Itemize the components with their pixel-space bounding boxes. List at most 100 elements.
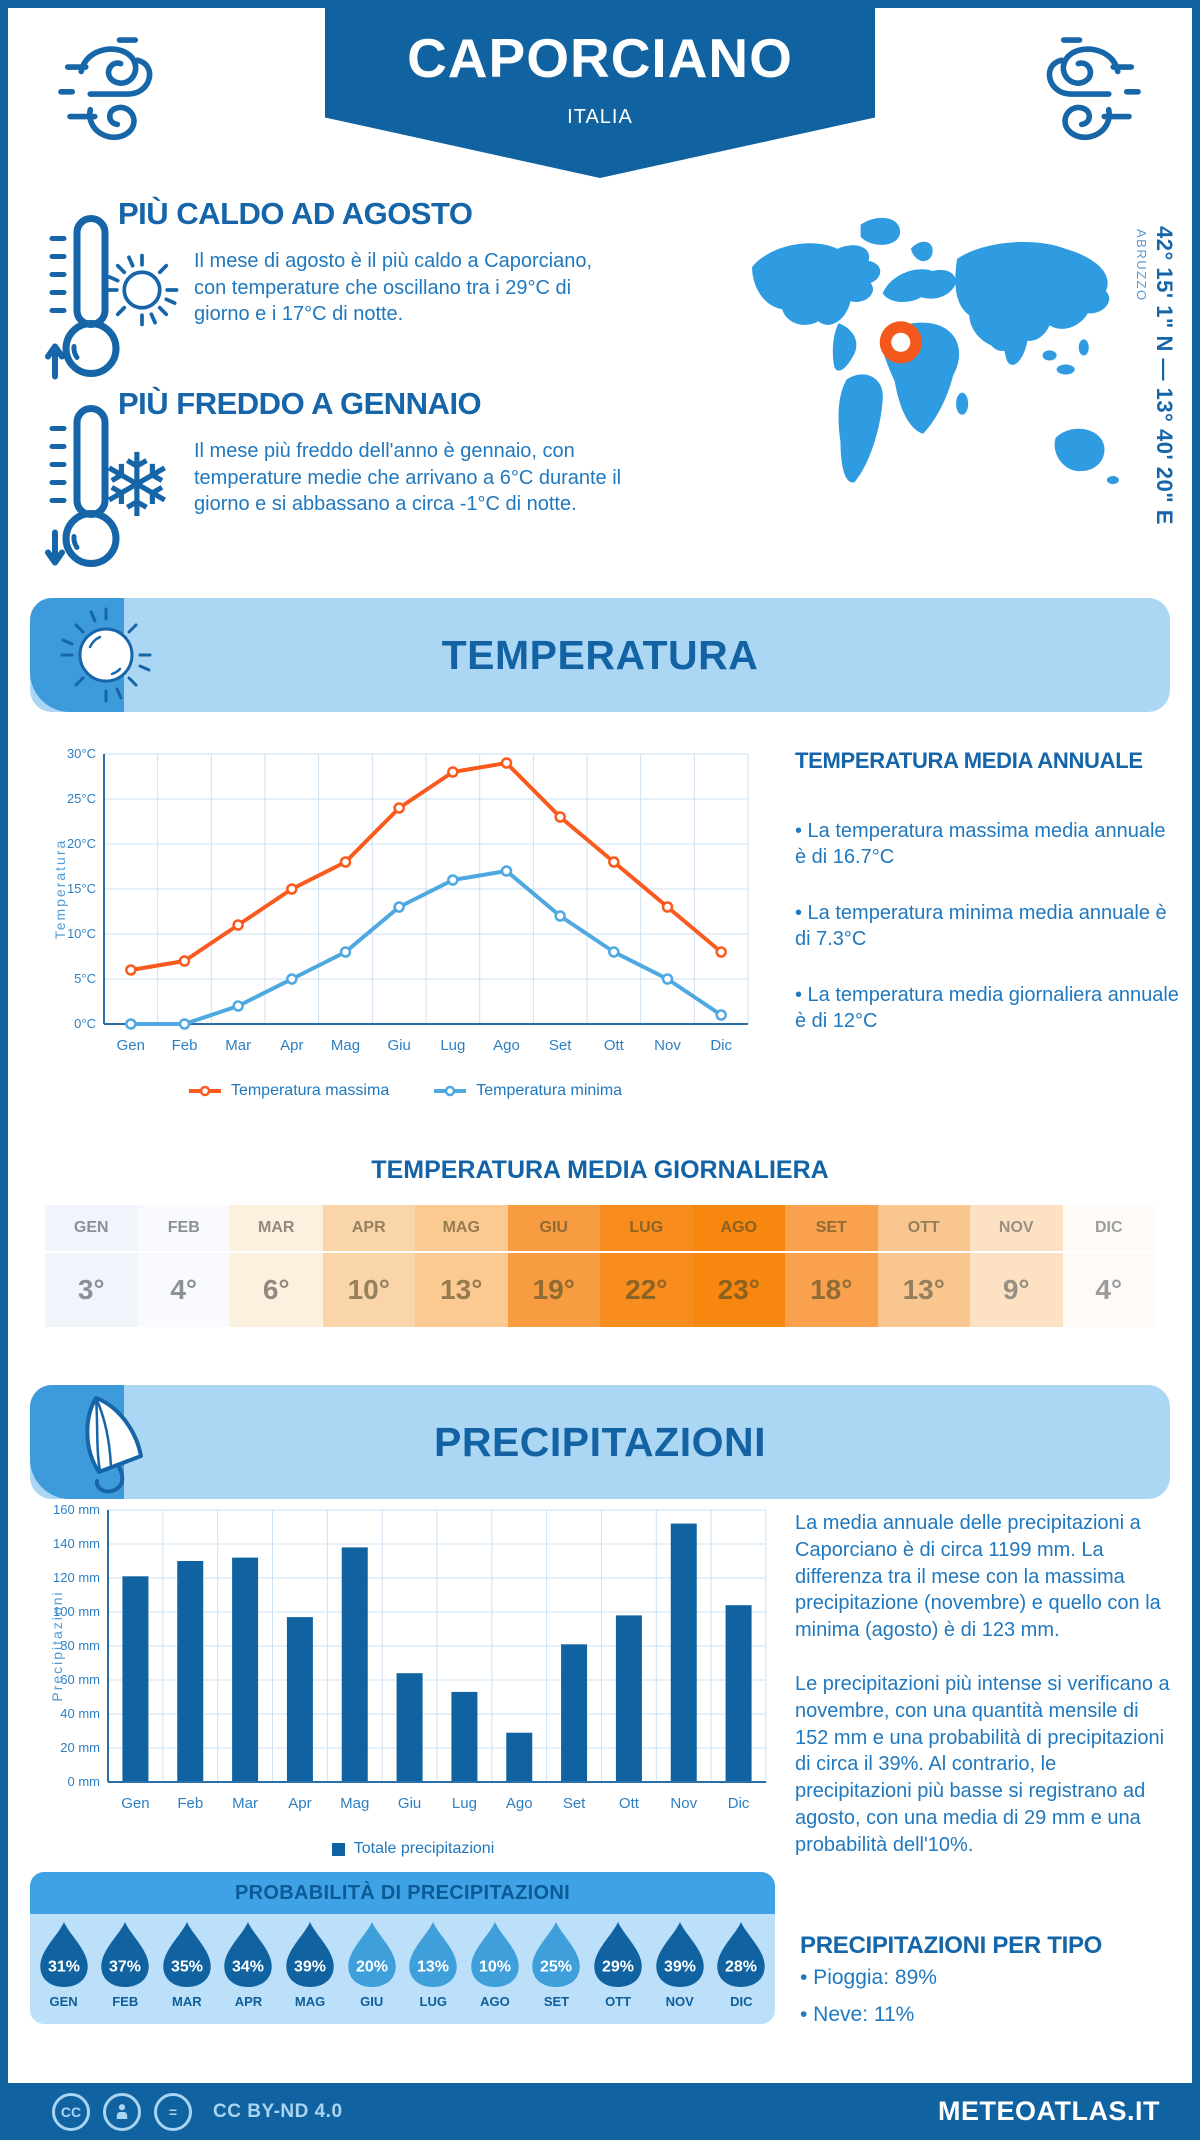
x-tick-label: Apr: [280, 1037, 303, 1054]
y-tick-label: 0 mm: [68, 1774, 101, 1789]
x-tick-label: Feb: [172, 1037, 198, 1054]
probability-month: LUG: [419, 1994, 447, 2009]
x-tick-label: Ott: [619, 1795, 640, 1812]
temp-table-month: OTT: [907, 1219, 940, 1236]
precipitation-text: La media annuale delle precipitazioni a …: [795, 1510, 1177, 1886]
raindrop-icon: 29%: [594, 1922, 642, 1987]
site-label: METEOATLAS.IT: [938, 2096, 1160, 2126]
temp-table-month: SET: [815, 1219, 847, 1236]
data-point: [447, 766, 459, 778]
probability-month: DIC: [730, 1994, 753, 2009]
probability-header: PROBABILITÀ DI PRECIPITAZIONI: [30, 1872, 775, 1914]
y-tick-label: 25°C: [67, 791, 96, 806]
sun-banner-icon: [60, 607, 152, 703]
daily-temp-table-title: TEMPERATURA MEDIA GIORNALIERA: [371, 1156, 829, 1184]
precip-bar: [286, 1617, 313, 1782]
hot-month-title: PIÙ CALDO AD AGOSTO: [118, 196, 473, 231]
probability-value: 39%: [294, 1959, 326, 1976]
precip-bar: [615, 1615, 642, 1782]
raindrop-icon: 10%: [471, 1922, 519, 1987]
legend-marker: [331, 1842, 345, 1856]
y-axis-title: Temperatura: [52, 839, 68, 940]
y-axis-title: Precipitazioni: [49, 1590, 65, 1701]
legend-item: Totale precipitazioni: [331, 1840, 494, 1858]
temp-table-month: GIU: [539, 1219, 568, 1236]
legend-label: Temperatura massima: [230, 1082, 390, 1099]
probability-value: 35%: [171, 1959, 203, 1976]
cold-month-text: Il mese più freddo dell'anno è gennaio, …: [194, 440, 622, 516]
raindrop-icon: 39%: [655, 1922, 704, 1987]
data-point: [661, 901, 674, 913]
precip-bar: [725, 1605, 752, 1782]
series-line: [130, 869, 723, 1026]
legend-item: Temperatura massima: [188, 1082, 389, 1100]
probability-value: 39%: [664, 1959, 696, 1976]
data-point: [393, 901, 405, 913]
y-tick-label: 140 mm: [53, 1536, 100, 1551]
world-map: [752, 217, 1119, 485]
precip-type-bullet: • Pioggia: 89%: [800, 1966, 937, 1989]
precip-bar: [341, 1547, 368, 1782]
data-point: [608, 946, 620, 958]
raindrop-icon: 13%: [409, 1922, 457, 1987]
cold-month-title: PIÙ FREDDO A GENNAIO: [118, 386, 482, 421]
x-tick-label: Mag: [331, 1037, 360, 1054]
x-tick-label: Giu: [387, 1037, 410, 1054]
data-point: [500, 865, 513, 877]
temp-table-month: FEB: [167, 1219, 200, 1236]
temp-table-month: LUG: [629, 1219, 664, 1236]
probability-value: 10%: [479, 1959, 511, 1976]
data-point: [447, 874, 459, 886]
temp-table-value: 3°: [45, 1251, 138, 1327]
data-point: [608, 856, 620, 868]
temp-table-column: LUG 22°: [600, 1205, 693, 1327]
precip-bar: [506, 1732, 533, 1782]
series-line: [130, 761, 723, 972]
probability-drop: 28% DIC: [713, 1921, 769, 2009]
x-tick-label: Dic: [728, 1795, 750, 1812]
x-tick-label: Nov: [654, 1037, 681, 1054]
annual-bullet: • La temperatura media giornaliera annua…: [795, 984, 1179, 1032]
y-tick-label: 160 mm: [53, 1502, 100, 1517]
precip-type-bullet: • Neve: 11%: [800, 2003, 915, 2026]
region-label: ABRUZZO: [1134, 229, 1149, 302]
temperature-section-title: TEMPERATURA: [441, 632, 759, 678]
probability-drop: 31% GEN: [36, 1921, 92, 2009]
probability-month: FEB: [112, 1994, 139, 2009]
x-tick-label: Gen: [121, 1795, 149, 1812]
daily-temp-table: GEN 3° FEB 4° MAR 6° APR 10° MAG 13° GIU 19° LUG 22° A…: [45, 1205, 1155, 1327]
data-point: [339, 946, 352, 958]
legend-marker: [434, 1085, 467, 1097]
temp-table-value: 9°: [970, 1251, 1063, 1327]
y-tick-label: 10°C: [67, 926, 96, 941]
precip-bar: [561, 1644, 588, 1782]
x-tick-label: Mar: [225, 1037, 251, 1054]
y-tick-label: 60 mm: [60, 1672, 100, 1687]
y-tick-label: 20°C: [67, 836, 96, 851]
raindrop-icon: 20%: [347, 1922, 396, 1987]
y-tick-label: 30°C: [67, 746, 96, 761]
temp-table-value: 23°: [692, 1251, 785, 1327]
temp-table-value: 6°: [230, 1251, 323, 1327]
hot-month-text: Il mese di agosto è il più caldo a Capor…: [194, 250, 593, 326]
x-tick-label: Giu: [398, 1795, 421, 1812]
cc-person-icon: [103, 2092, 141, 2131]
temp-table-value: 18°: [785, 1251, 878, 1327]
precipitation-paragraph: Le precipitazioni più intense si verific…: [795, 1672, 1170, 1856]
wind-icon: [1046, 37, 1141, 141]
y-tick-label: 0°C: [74, 1016, 96, 1031]
raindrop-icon: 39%: [286, 1922, 334, 1987]
cc-icon: CC: [52, 2092, 90, 2131]
x-tick-label: Apr: [288, 1795, 311, 1812]
annual-bullet: • La temperatura minima media annuale è …: [795, 902, 1167, 950]
x-tick-label: Feb: [177, 1795, 203, 1812]
probability-drop: 35% MAR: [159, 1921, 215, 2009]
data-point: [286, 973, 298, 985]
temp-table-column: OTT 13°: [877, 1205, 970, 1327]
temperature-section-banner: [30, 598, 1170, 712]
probability-drop: 29% OTT: [590, 1921, 646, 2009]
probability-drop: 34% APR: [220, 1921, 276, 2009]
raindrop-icon: 34%: [224, 1922, 273, 1987]
temp-table-column: NOV 9°: [970, 1205, 1063, 1327]
probability-month: MAR: [172, 1994, 202, 2009]
